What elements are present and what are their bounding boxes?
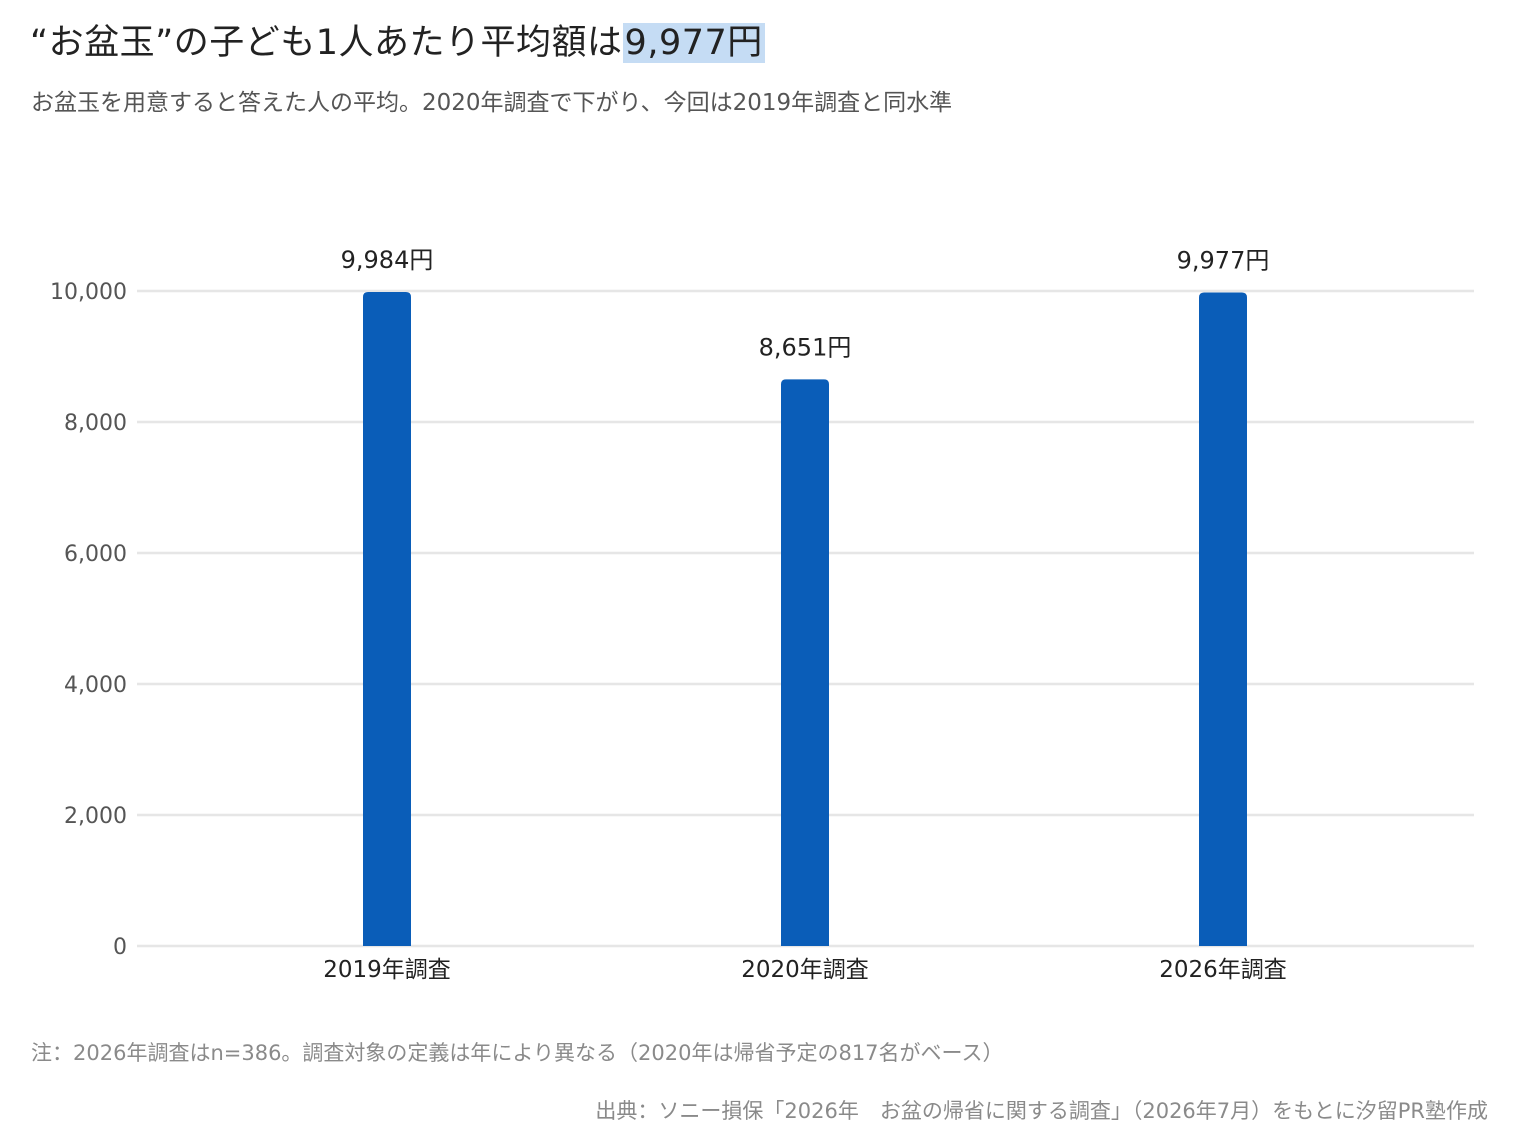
- y-tick-label: 2,000: [64, 804, 127, 829]
- chart-title-main: “お盆玉”の子ども1人あたり平均額は: [30, 23, 623, 63]
- bars: [363, 292, 1247, 947]
- y-tick-label: 6,000: [64, 542, 127, 567]
- x-category-label: 2026年調査: [1159, 957, 1287, 983]
- footnote: 注：2026年調査はn=386。調査対象の定義は年により異なる（2020年は帰省…: [31, 1041, 1004, 1065]
- y-tick-label: 8,000: [64, 411, 127, 436]
- y-tick-label: 0: [113, 935, 127, 960]
- x-axis-categories: 2019年調査 2020年調査 2026年調査: [323, 957, 1287, 983]
- data-labels: 9,984円 8,651円 9,977円: [341, 246, 1270, 361]
- x-category-label: 2019年調査: [323, 957, 451, 983]
- bar: [781, 379, 829, 946]
- chart-subtitle: お盆玉を用意すると答えた人の平均。2020年調査で下がり、今回は2019年調査と…: [31, 90, 953, 116]
- bar-value-label: 8,651円: [759, 333, 852, 361]
- y-axis-ticks: 0 2,000 4,000 6,000 8,000 10,000: [50, 280, 127, 960]
- bar: [363, 292, 411, 947]
- x-category-label: 2020年調査: [741, 957, 869, 983]
- bar-chart: 0 2,000 4,000 6,000 8,000 10,000 9,984円 8,651円…: [50, 246, 1474, 983]
- bar-value-label: 9,977円: [1177, 247, 1270, 275]
- chart-title-highlight: 9,977円: [622, 23, 765, 63]
- chart-title: “お盆玉”の子ども1人あたり平均額は9,977円: [30, 14, 765, 65]
- y-tick-label: 4,000: [64, 673, 127, 698]
- y-tick-label: 10,000: [50, 280, 127, 305]
- bar: [1199, 292, 1247, 947]
- bar-value-label: 9,984円: [341, 246, 434, 274]
- source-credit: 出典：ソニー損保「2026年 お盆の帰省に関する調査」（2026年7月）をもとに…: [595, 1099, 1488, 1123]
